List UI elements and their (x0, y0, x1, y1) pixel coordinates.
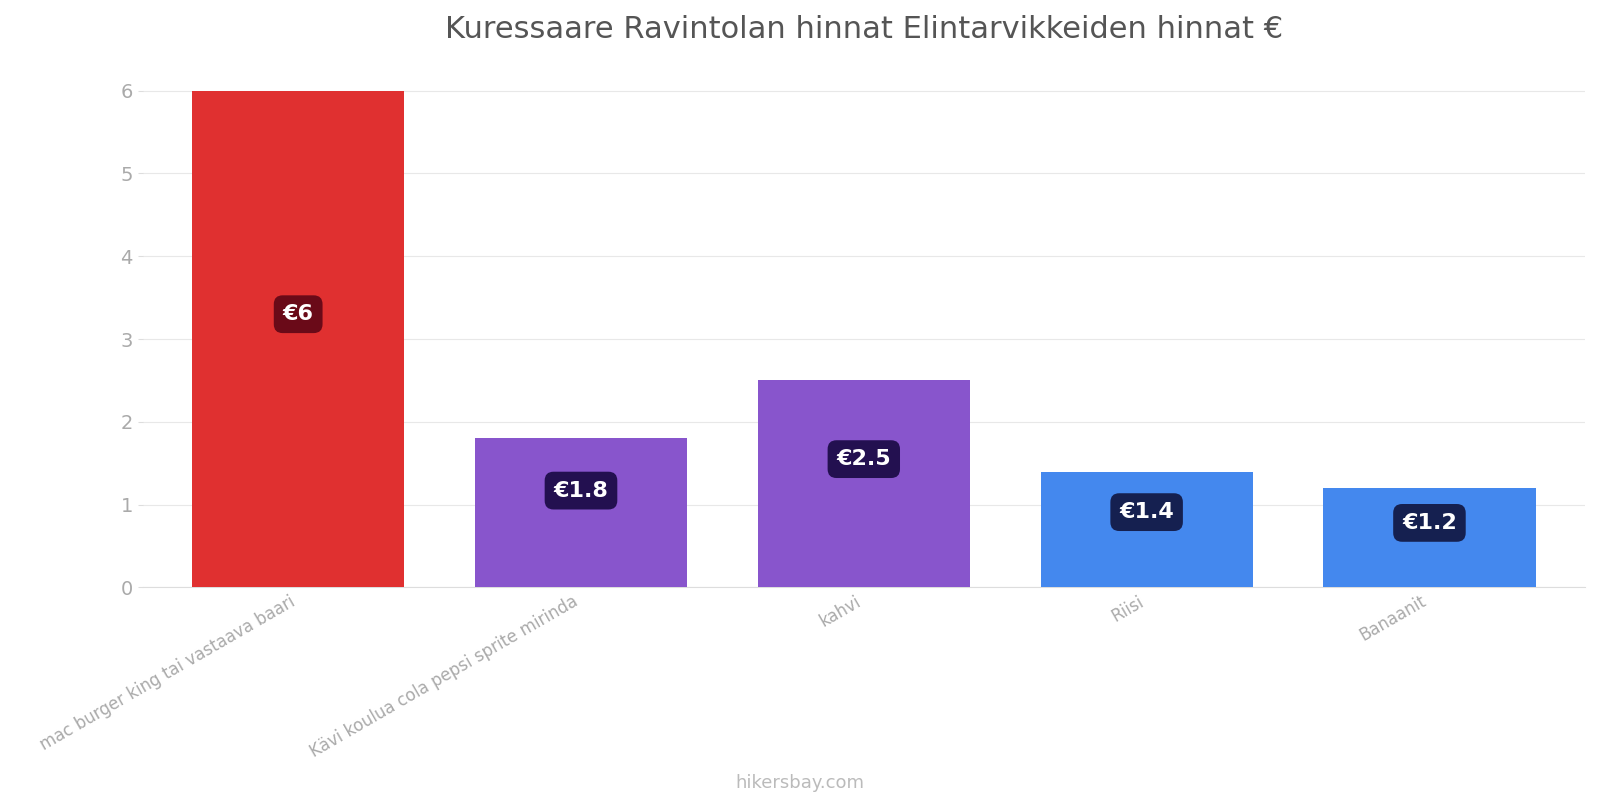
Bar (475, 438, 686, 587)
Bar (1040, 471, 1253, 587)
Text: €6: €6 (283, 304, 314, 324)
Bar (1323, 488, 1536, 587)
Text: hikersbay.com: hikersbay.com (736, 774, 864, 792)
Bar (758, 381, 970, 587)
Text: €1.4: €1.4 (1120, 502, 1174, 522)
Text: €1.8: €1.8 (554, 481, 608, 501)
Bar (192, 90, 405, 587)
Text: €1.2: €1.2 (1402, 513, 1458, 533)
Text: €2.5: €2.5 (837, 449, 891, 469)
Title: Kuressaare Ravintolan hinnat Elintarvikkeiden hinnat €: Kuressaare Ravintolan hinnat Elintarvikk… (445, 15, 1283, 44)
